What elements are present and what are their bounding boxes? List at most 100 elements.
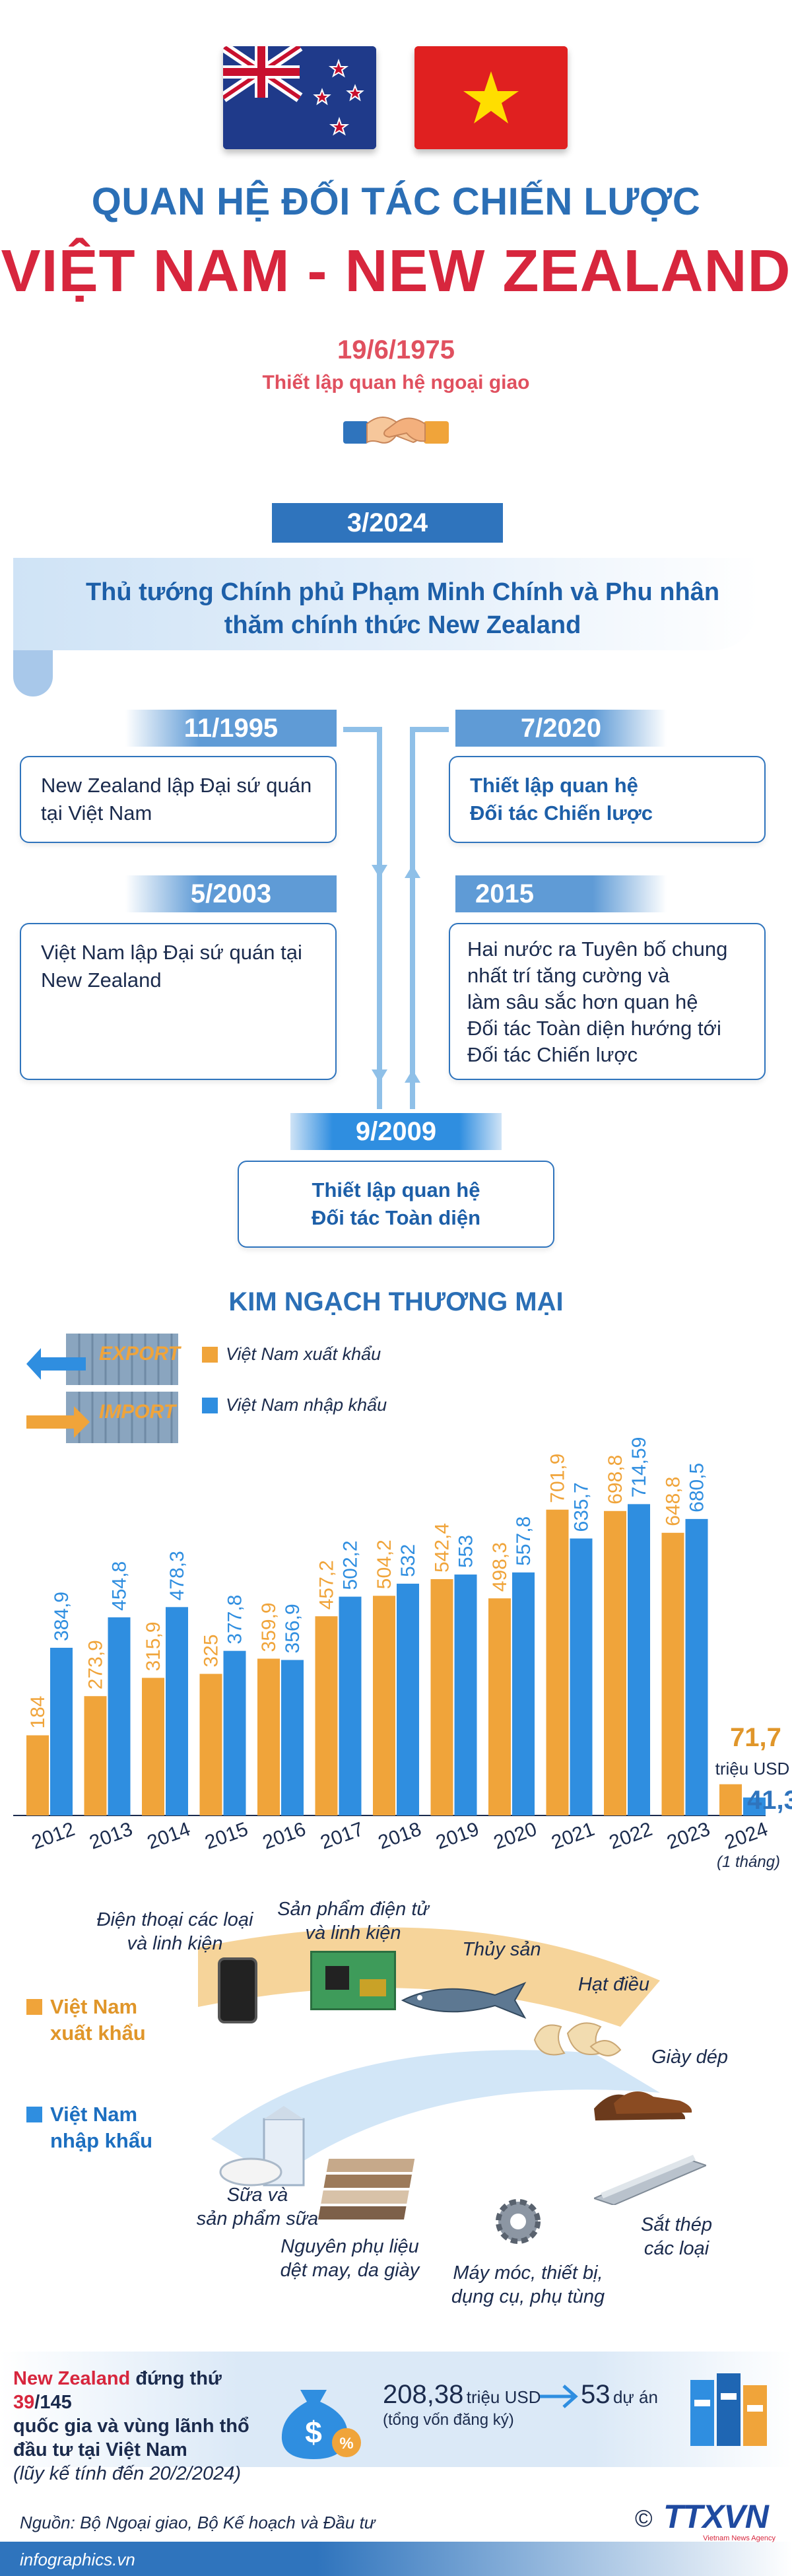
bar-export-2019 (430, 1579, 453, 1815)
bar-export-2023 (661, 1532, 684, 1815)
electronics-line2: và linh kiện (305, 1922, 401, 1944)
import-item-milk: Sữa và sản phẩm sữa (178, 2183, 337, 2231)
investment-line1: New Zealand đứng thứ 39/145 (13, 2367, 264, 2414)
electronics-line1: Sản phẩm điện tử (277, 1899, 429, 1920)
vietnam-flag (414, 46, 568, 149)
timeline-event-1995: New Zealand lập Đại sứ quán tại Việt Nam (20, 756, 337, 843)
investment-text: New Zealand đứng thứ 39/145 quốc gia và … (13, 2367, 264, 2486)
bar-import-2019 (454, 1575, 477, 1815)
svg-text:%: % (339, 2435, 353, 2453)
event-2015-line2: nhất trí tăng cường và (467, 964, 670, 987)
x-tick-label-2020: 2020 (491, 1818, 540, 1854)
x-tick-label-2022: 2022 (607, 1818, 655, 1854)
steel-line2: các loại (644, 2238, 710, 2259)
import-side-line2: nhập khẩu (50, 2129, 153, 2152)
investment-country: New Zealand (13, 2368, 131, 2389)
export-container-label: EXPORT (99, 1343, 180, 1365)
investment-rank-pre: đứng thứ (135, 2368, 222, 2389)
footer-url-bar (0, 2542, 792, 2576)
event-2015-line5: Đối tác Chiến lược (467, 1043, 638, 1066)
footer-source: Nguồn: Bộ Ngoại giao, Bộ Kế hoạch và Đầu… (20, 2513, 376, 2532)
bar-import-2022 (628, 1504, 650, 1815)
legend-import-swatch (202, 1398, 218, 1413)
visit-ribbon (13, 558, 759, 650)
value-label-export-2024: 71,7 (730, 1723, 781, 1752)
phone-icon (218, 1957, 257, 2023)
bar-import-2012 (50, 1647, 73, 1815)
value-label-export-2012: 184 (27, 1695, 49, 1728)
value-label-import-2021: 635,7 (571, 1482, 593, 1532)
arrow-right-icon (540, 2383, 579, 2410)
import-item-textile: Nguyên phụ liệu dệt may, da giày (257, 2235, 442, 2282)
bar-import-2015 (223, 1650, 246, 1815)
steel-line1: Sắt thép (640, 2214, 713, 2235)
export-item-electronics: Sản phẩm điện tử và linh kiện (271, 1897, 436, 1945)
export-import-containers-icon (26, 1328, 185, 1460)
value-label-export-2013: 273,9 (85, 1640, 107, 1689)
capital-note: (tổng vốn đăng ký) (383, 2411, 514, 2429)
footer-url[interactable]: infographics.vn (20, 2550, 135, 2569)
textile-line2: dệt may, da giày (280, 2260, 420, 2281)
timeline-event-2009: Thiết lập quan hệ Đối tác Toàn diện (238, 1161, 554, 1248)
value-label-import-2015: 377,8 (224, 1595, 246, 1644)
bar-import-2013 (108, 1617, 131, 1815)
investment-line3: đầu tư tại Việt Nam (13, 2439, 187, 2460)
x-tick-label-2024: 2024 (722, 1818, 771, 1854)
established-text: Thiết lập quan hệ ngoại giao (262, 372, 530, 393)
export-side-label: Việt Nam xuất khẩu (26, 1994, 146, 2047)
value-label-export-2019: 542,4 (432, 1523, 453, 1573)
ribbon-curl (13, 650, 53, 696)
import-container-label: IMPORT (99, 1401, 176, 1423)
x-tick-label-2013: 2013 (86, 1818, 135, 1854)
steel-beam-icon (592, 2152, 708, 2206)
bar-export-2014 (142, 1678, 164, 1815)
event-2015-line4: Đối tác Toàn diện hướng tới (467, 1017, 721, 1040)
value-label-export-2023: 648,8 (663, 1477, 684, 1526)
investment-line4: (lũy kế tính đến 20/2/2024) (13, 2463, 242, 2484)
value-label-export-2016: 359,9 (258, 1602, 280, 1652)
milk-line1: Sữa và (226, 2185, 288, 2206)
fish-icon (396, 1981, 528, 2020)
timeline-connector (343, 727, 449, 1109)
value-label-export-2014: 315,9 (143, 1621, 164, 1671)
value-label-export-2017: 457,2 (316, 1560, 338, 1610)
investment-ribbon (0, 2352, 792, 2467)
ttxvn-logo: TTXVN Vietnam News Agency (663, 2499, 782, 2545)
import-side-line1: Việt Nam (50, 2103, 138, 2126)
folders-icon (686, 2360, 779, 2453)
investment-line2: quốc gia và vùng lãnh thổ (13, 2416, 249, 2437)
copyright-symbol: © (635, 2505, 653, 2532)
timeline-date-2020: 7/2020 (455, 710, 667, 747)
visit-date-label: 3/2024 (272, 503, 503, 543)
legend-export-swatch (202, 1347, 218, 1363)
value-label-export-2021: 701,9 (547, 1454, 569, 1503)
capital-value: 208,38 (383, 2380, 464, 2409)
export-item-phones: Điện thoại các loại và linh kiện (86, 1908, 264, 1955)
import-item-steel: Sắt thép các loại (627, 2213, 726, 2260)
x-tick-label-2017: 2017 (317, 1818, 366, 1854)
export-side-line2: xuất khẩu (50, 2021, 146, 2045)
import-side-swatch (26, 2107, 42, 2122)
value-label-import-2023: 680,5 (686, 1463, 708, 1512)
value-label-export-2018: 504,2 (374, 1540, 395, 1589)
investment-rank: 39 (13, 2392, 35, 2413)
x-tick-label-2019: 2019 (433, 1818, 482, 1854)
value-label-import-2019: 553 (455, 1535, 477, 1568)
event-2009-line1: Thiết lập quan hệ (312, 1178, 480, 1202)
milk-icon (218, 2106, 317, 2192)
event-1995-line1: New Zealand lập Đại sứ quán (41, 774, 312, 797)
event-2020-line1: Thiết lập quan hệ (470, 774, 638, 797)
ttxvn-logo-subtext: Vietnam News Agency (703, 2534, 776, 2542)
established-date: 19/6/1975 (337, 335, 455, 364)
circuit-board-icon (310, 1951, 396, 2010)
import-item-machinery: Máy móc, thiết bị, dụng cụ, phụ tùng (429, 2261, 627, 2309)
capital-unit: triệu USD (466, 2387, 541, 2407)
timeline-event-2003: Việt Nam lập Đại sứ quán tại New Zealand (20, 923, 337, 1080)
bar-import-2020 (512, 1572, 535, 1815)
page-title: VIỆT NAM - NEW ZEALAND (1, 238, 791, 304)
export-item-footwear: Giày dép (651, 2047, 729, 2068)
ttxvn-logo-text: TTXVN (663, 2498, 769, 2535)
bar-export-2012 (26, 1735, 49, 1815)
bar-import-2024 (743, 1797, 766, 1815)
x-tick-label-2021: 2021 (548, 1818, 597, 1854)
